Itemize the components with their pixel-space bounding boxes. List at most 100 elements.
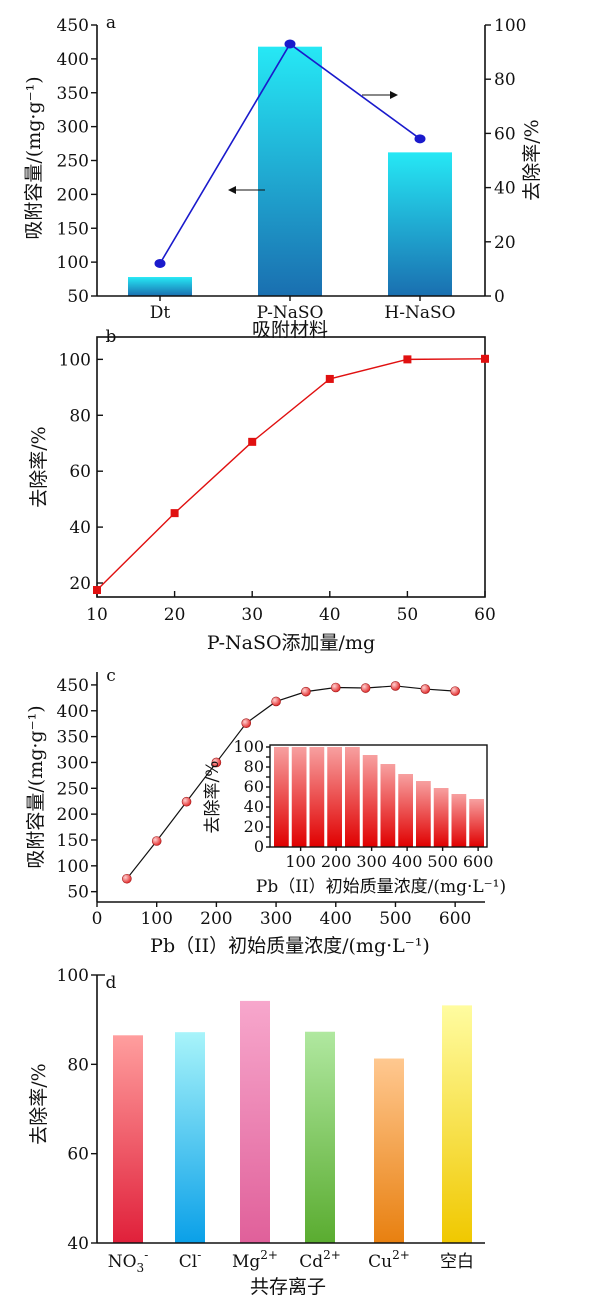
data-point-30 [248,437,257,446]
y-tick-label: 200 [57,185,89,205]
data-point-50 [403,355,412,364]
inset-bar-400 [398,774,413,847]
inset-bar-450 [416,781,431,847]
x-axis-label: 共存离子 [250,1276,326,1298]
x-tick-label: 600 [439,909,471,929]
data-point-400 [330,682,341,693]
x-tick-label-P-NaSO: P-NaSO [257,303,324,323]
x-tick-label: 500 [379,909,411,929]
y-tick-label: 250 [57,779,89,799]
y-tick-label: 300 [57,753,89,773]
removal-point-P-NaSO [284,39,296,49]
y2-tick-label: 80 [494,70,516,90]
x-tick-label-Dt: Dt [150,303,171,323]
bar-Mg [240,1000,270,1243]
inset-x-axis-label: Pb（II）初始质量浓度/(mg·L⁻¹) [256,877,506,897]
panel-d-chart: 40 60 80 100 NO3- Cl- Mg2+ Cd2+ Cu2+ 空白 d 共存离子 去除率/% [28,966,485,1298]
x-tick-label-Cd: Cd2+ [299,1248,341,1272]
x-tick-label-Cl: Cl- [179,1248,202,1272]
inset-x-tick-label: 200 [321,852,352,871]
arrow-right-head [390,91,398,99]
inset-x-tick-label: 600 [463,852,494,871]
y-tick-label: 350 [57,84,89,104]
data-point-500 [390,681,401,691]
inset-y-axis-label: 去除率/% [203,761,223,834]
y-tick-label: 60 [69,462,91,482]
y-tick-label: 100 [57,857,89,877]
y-tick-label: 80 [67,1055,89,1075]
arrow-left-head [228,186,236,194]
inset-bar-600 [469,799,484,847]
data-point-300 [271,696,281,707]
x-tick-label-空白: 空白 [440,1252,474,1272]
x-tick-label-NO: NO3- [108,1248,149,1275]
y-tick-label: 150 [57,219,89,239]
inset-bar-500 [433,788,449,847]
panel-letter-d: d [106,973,117,993]
bar-Cu [374,1058,404,1243]
data-point-100 [151,836,162,846]
data-point-150 [181,796,192,807]
y-axis-label: 去除率/% [28,1063,50,1144]
panel-b-chart: 20 40 60 80 100 10 20 30 40 50 60 b P-NaSO添加量/mg 去除率/… [28,327,496,654]
x-tick-label: 50 [397,605,419,625]
inset-bar-250 [345,747,360,847]
inset-y-tick-label: 100 [233,737,264,756]
removal-point-H-NaSO [414,134,426,144]
x-axis-label: P-NaSO添加量/mg [207,632,375,654]
data-point-550 [420,684,431,694]
y-tick-label: 150 [57,831,89,851]
x-tick-label: 0 [92,909,103,929]
inset-bar-50 [274,747,289,847]
x-tick-label-H-NaSO: H-NaSO [384,303,455,323]
inset-y-tick-label: 40 [244,797,264,816]
bar-Cl [175,1032,205,1243]
inset-bar-550 [451,794,467,847]
bar-空白 [442,1005,472,1243]
inset-bar-100 [291,747,307,847]
y-tick-label: 450 [57,16,89,36]
data-point-250 [241,718,252,728]
y-tick-label: 80 [69,406,91,426]
inset-x-tick-label: 300 [356,852,387,871]
data-point-200 [211,757,222,768]
y-tick-label: 40 [67,1234,89,1254]
data-point-10 [93,586,101,595]
bar-P-NaSO [258,46,322,297]
y-tick-label: 40 [69,518,91,538]
panel-letter-b: b [106,327,117,347]
y-tick-label: 60 [67,1145,89,1165]
bar-Dt [128,277,192,296]
bar-NO [113,1035,143,1243]
inset-y-tick-label: 20 [244,817,264,836]
y2-axis-label: 去除率/% [521,119,543,200]
removal-point-Dt [154,258,166,268]
y-tick-label: 100 [57,966,89,986]
x-tick-label: 20 [164,605,186,625]
x-tick-label: 10 [86,605,108,625]
y-tick-label: 450 [57,676,89,696]
x-tick-label-Mg: Mg2+ [232,1248,278,1272]
bar-H-NaSO [388,152,452,296]
x-tick-label: 60 [474,605,496,625]
x-tick-label-Cu: Cu2+ [368,1248,410,1272]
inset-bar-150 [309,747,325,847]
data-point-60 [481,354,489,363]
y-tick-label: 100 [57,253,89,273]
x-tick-label: 30 [241,605,263,625]
data-point-20 [170,509,179,518]
data-point-40 [325,374,334,383]
y-tick-label: 300 [57,118,89,138]
x-tick-label: 300 [260,909,292,929]
data-point-350 [301,686,311,697]
x-tick-label: 400 [320,909,352,929]
x-tick-label: 100 [140,909,172,929]
y-tick-label: 350 [57,728,89,748]
y2-tick-label: 60 [494,124,516,144]
removal-line [96,358,486,591]
x-tick-label: 40 [319,605,341,625]
y2-tick-label: 20 [494,233,516,253]
